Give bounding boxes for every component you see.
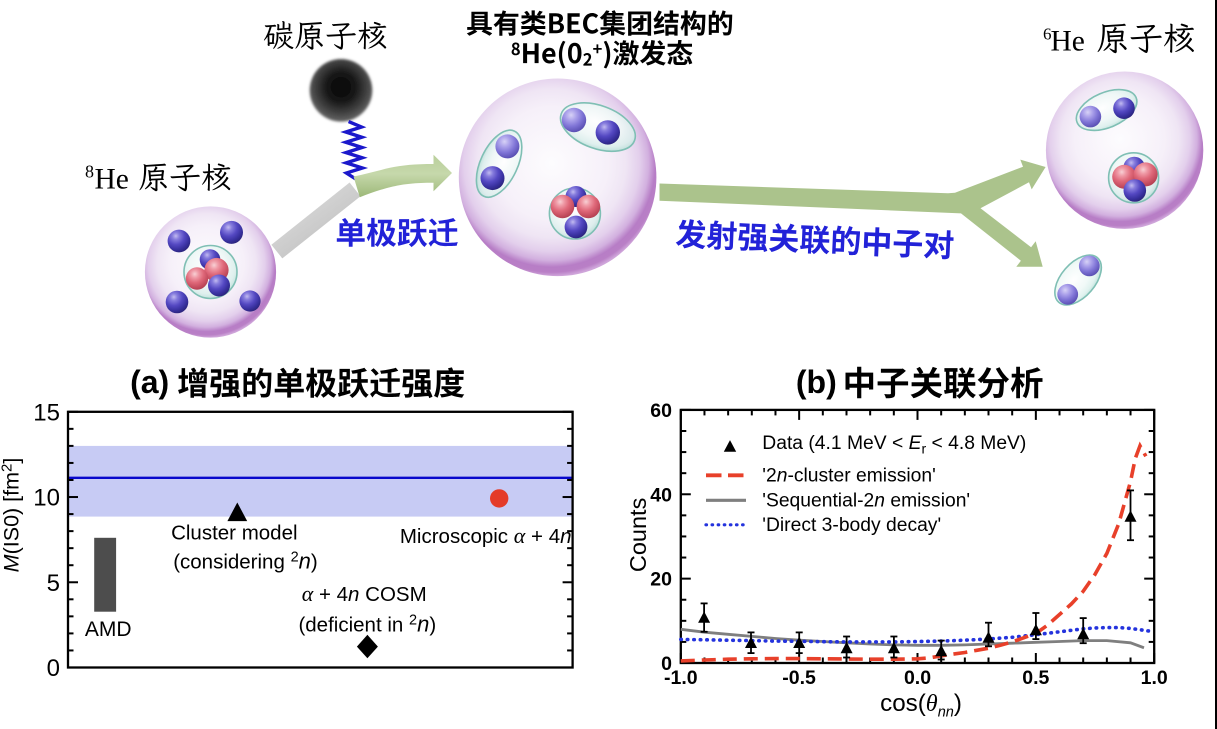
svg-text:'Sequential-2n emission': 'Sequential-2n emission' — [762, 491, 970, 512]
svg-text:M(IS0) [fm2]: M(IS0) [fm2] — [0, 458, 24, 573]
svg-text:8: 8 — [85, 162, 94, 182]
svg-text:0: 0 — [661, 653, 672, 675]
svg-text:'Direct 3-body decay': 'Direct 3-body decay' — [762, 515, 941, 536]
svg-text:5: 5 — [47, 570, 60, 597]
svg-text:He: He — [1051, 25, 1085, 57]
svg-text:20: 20 — [650, 569, 672, 591]
svg-text:(considering 2n): (considering 2n) — [173, 549, 318, 574]
svg-text:-0.5: -0.5 — [782, 667, 816, 689]
svg-text:α + 4n COSM: α + 4n COSM — [302, 581, 427, 606]
svg-text:(deficient in 2n): (deficient in 2n) — [298, 612, 436, 637]
svg-text:10: 10 — [33, 485, 60, 512]
svg-text:(b): (b) — [796, 364, 837, 400]
svg-text:Cluster model: Cluster model — [171, 522, 297, 545]
svg-text:0: 0 — [47, 655, 60, 682]
svg-text:Counts: Counts — [625, 498, 651, 572]
svg-text:Microscopic α + 4n: Microscopic α + 4n — [400, 523, 572, 548]
svg-text:Data (4.1 MeV < Er < 4.8 MeV): Data (4.1 MeV < Er < 4.8 MeV) — [762, 433, 1026, 457]
svg-text:-1.0: -1.0 — [664, 667, 698, 689]
svg-text:He: He — [95, 163, 129, 195]
svg-text:AMD: AMD — [85, 618, 132, 641]
svg-text:cos(θnn): cos(θnn) — [880, 690, 962, 721]
svg-text:'2n-cluster emission': '2n-cluster emission' — [762, 466, 935, 487]
svg-text:40: 40 — [650, 484, 672, 506]
svg-text:0.0: 0.0 — [904, 667, 931, 689]
svg-text:1.0: 1.0 — [1141, 667, 1168, 689]
svg-text:15: 15 — [33, 399, 60, 426]
svg-text:6: 6 — [1043, 25, 1052, 44]
svg-text:(a): (a) — [130, 364, 169, 400]
svg-text:60: 60 — [650, 400, 672, 422]
svg-text:0.5: 0.5 — [1022, 667, 1049, 689]
